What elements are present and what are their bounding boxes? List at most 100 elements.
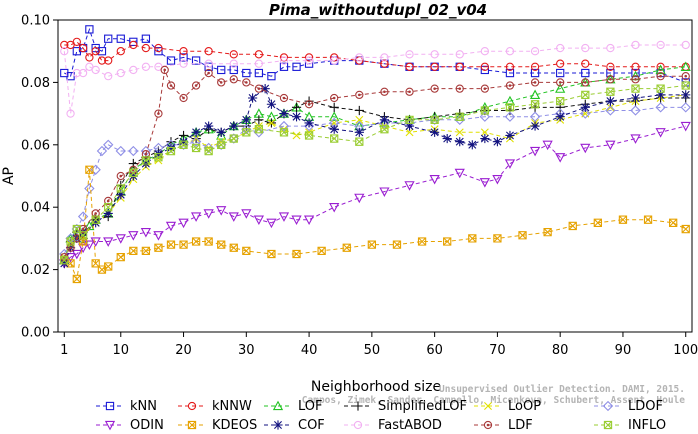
data-point-knnw	[556, 59, 565, 68]
data-point-ldof	[655, 102, 666, 113]
data-point-inflo	[204, 146, 213, 156]
data-point-odin	[190, 212, 202, 222]
data-point-odin	[680, 121, 691, 132]
data-point-fastabod	[530, 47, 540, 56]
data-point-odin	[479, 178, 490, 188]
y-tick-label: 0.04	[21, 201, 50, 216]
data-point-lof	[529, 89, 541, 100]
data-point-ldf	[430, 84, 439, 93]
data-point-lof	[655, 64, 666, 75]
data-point-lof	[504, 95, 516, 106]
data-point-inflo	[154, 153, 163, 162]
legend-label-fastabod: FastABOD	[378, 418, 442, 433]
data-point-odin	[90, 237, 101, 247]
data-point-cof	[260, 84, 270, 94]
y-axis: 0.00 0.02 0.04 0.06 0.08 0.10	[21, 14, 58, 341]
data-point-kdeos	[229, 243, 238, 252]
data-point-odin	[65, 252, 76, 263]
data-point-fastabod	[179, 59, 188, 68]
data-point-fastabod	[480, 47, 490, 56]
y-tick-label: 0.06	[21, 138, 50, 153]
legend-label-cof: COF	[298, 418, 325, 433]
data-point-odin	[555, 153, 566, 163]
data-point-kdeos	[543, 228, 552, 237]
data-point-inflo	[480, 106, 490, 115]
data-point-knnw	[430, 62, 439, 71]
data-point-cof	[555, 112, 565, 122]
x-tick-label: 80	[552, 343, 569, 358]
data-point-odin	[228, 212, 239, 222]
data-point-knn	[104, 34, 113, 43]
data-point-ldf	[631, 75, 640, 84]
data-point-odin	[178, 218, 189, 229]
data-point-cof	[580, 102, 590, 112]
data-point-knnw	[91, 47, 100, 56]
legend-marker-loop	[484, 402, 492, 410]
data-point-cof	[530, 121, 540, 131]
data-point-inflo	[556, 96, 565, 106]
data-point-inflo	[681, 81, 690, 90]
legend-marker-cof	[273, 420, 283, 430]
data-point-inflo	[78, 231, 88, 240]
data-point-ldof	[190, 136, 202, 147]
data-point-ldof	[115, 145, 126, 157]
data-point-odin	[655, 128, 666, 138]
data-point-loop	[455, 128, 464, 137]
data-point-odin	[71, 249, 82, 260]
legend-item-loop: LoOP	[474, 399, 541, 414]
data-point-odin	[291, 215, 302, 226]
data-point-kdeos	[593, 218, 602, 227]
x-tick-label: 70	[489, 343, 506, 358]
data-point-cof	[354, 127, 364, 137]
data-point-inflo	[455, 112, 464, 121]
data-point-knnw	[97, 56, 107, 65]
legend-label-lof: LOF	[298, 399, 323, 414]
series-fastabod	[60, 40, 690, 118]
data-point-cof	[247, 93, 258, 103]
data-point-knnw	[631, 62, 640, 71]
data-point-odin	[492, 174, 503, 185]
data-point-ldf	[254, 84, 264, 93]
data-point-knnw	[204, 47, 213, 56]
data-point-ldf	[91, 209, 100, 218]
data-point-ldf	[154, 109, 163, 118]
data-point-knn	[242, 68, 251, 78]
data-point-kdeos	[191, 237, 201, 246]
data-point-odin	[266, 218, 277, 229]
data-point-knn	[85, 25, 94, 34]
data-point-inflo	[405, 115, 414, 124]
data-point-inflo	[179, 140, 188, 149]
data-point-knnw	[505, 62, 515, 71]
plot-frame	[57, 19, 693, 333]
data-point-ldf	[455, 84, 464, 93]
data-point-cof	[103, 208, 113, 219]
data-point-odin	[630, 134, 641, 144]
data-point-fastabod	[254, 59, 264, 68]
data-point-ldof	[278, 120, 290, 132]
series-loop	[60, 90, 690, 262]
data-point-fastabod	[455, 50, 464, 59]
data-point-kdeos	[204, 237, 213, 246]
data-point-knnw	[141, 43, 151, 53]
legend-marker-odin	[104, 420, 116, 431]
data-point-fastabod	[116, 68, 125, 78]
legend-item-ldf: LDF	[474, 418, 533, 433]
series-line-simplifiedlof	[63, 97, 686, 261]
legend-item-cof: COF	[264, 418, 325, 433]
data-point-fastabod	[66, 109, 75, 118]
data-point-knnw	[304, 53, 314, 62]
data-point-knnw	[78, 43, 88, 53]
credit-line-2: Campos, Zimek, Sander, Campello, Micenko…	[302, 395, 685, 406]
series-line-odin	[63, 125, 686, 264]
series-line-fastabod	[63, 44, 686, 114]
series-layer	[59, 25, 691, 284]
data-point-simplifiedlof	[329, 102, 339, 112]
data-point-odin	[216, 206, 227, 216]
data-point-ldf	[204, 68, 213, 78]
data-point-ldof	[128, 145, 139, 157]
data-point-kdeos	[342, 243, 351, 252]
legend-marker-knnw	[187, 401, 197, 411]
y-tick-label: 0.08	[21, 76, 50, 91]
legend-marker-ldf	[483, 420, 493, 430]
data-point-loop	[267, 118, 276, 127]
